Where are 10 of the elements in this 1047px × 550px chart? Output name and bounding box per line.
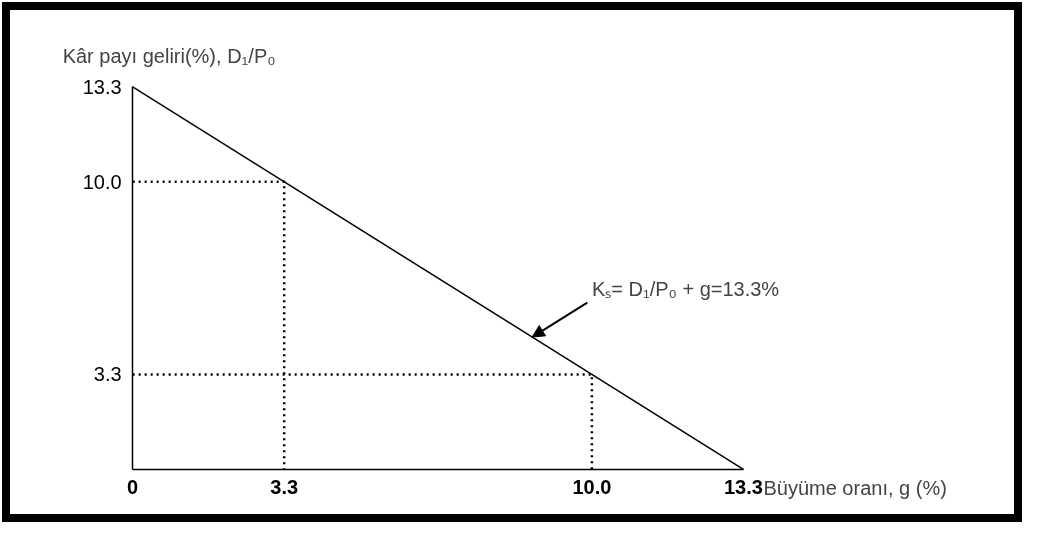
x-tick-label: 3.3 [270,476,299,499]
x-tick-label: 0 [127,476,139,499]
y-tick-label: 10.0 [82,170,122,193]
x-tick-label: 13.3 [723,476,763,499]
y-tick-label: 3.3 [93,363,122,386]
x-axis-title: Büyüme oranı, g (%) [763,477,947,500]
y-axis-title: Kâr payı geliri(%), D₁/P₀ [62,44,276,67]
annotation: Kₛ= D₁/P₀ + g=13.3% [591,277,780,300]
y-tick-label: 13.3 [82,75,122,98]
x-tick-label: 10.0 [572,476,612,499]
